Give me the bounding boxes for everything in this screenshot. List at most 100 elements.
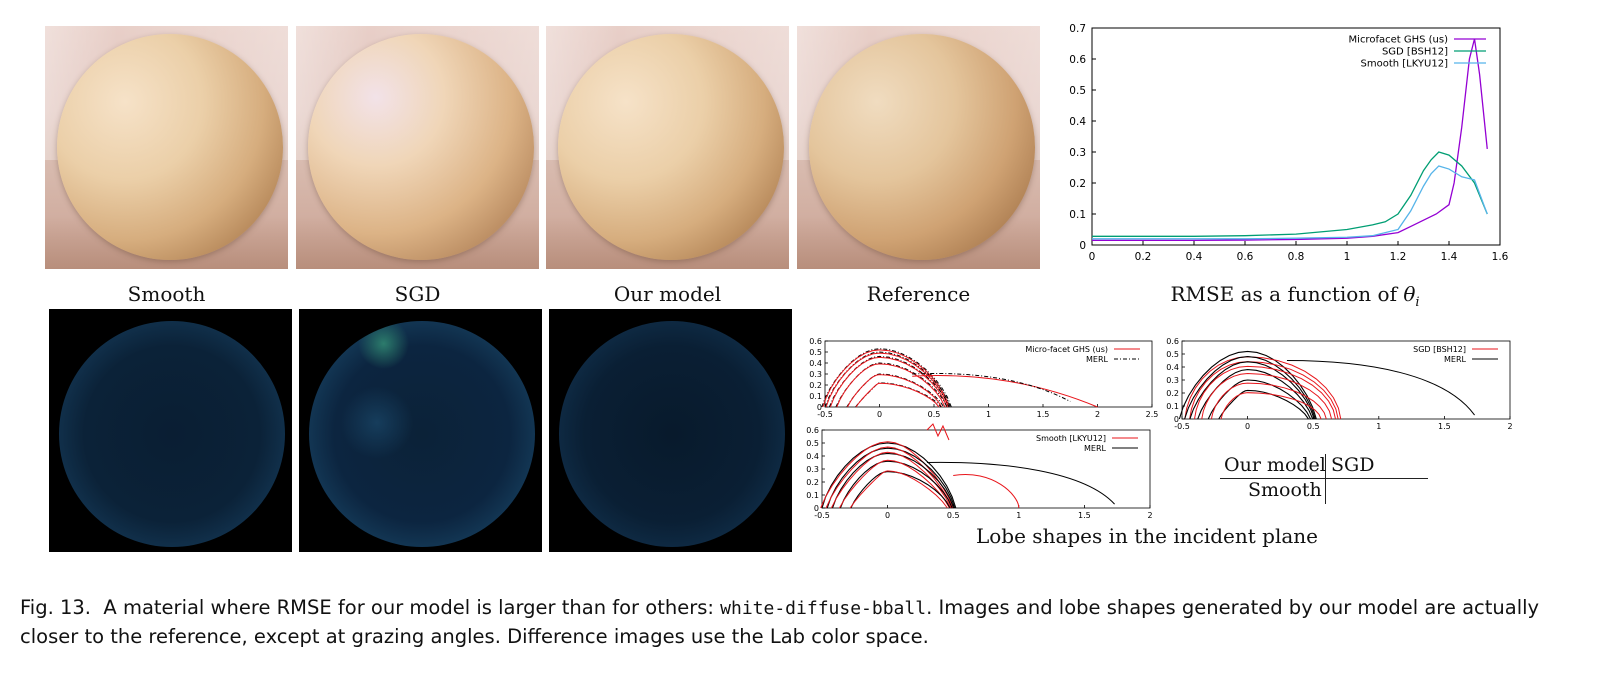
x-tick-label: 0 — [885, 511, 890, 520]
x-tick-label: 1.2 — [1390, 251, 1407, 263]
fit-lobe — [822, 349, 950, 408]
y-tick-label: 0.4 — [1166, 363, 1179, 372]
x-tick-label: 0 — [1245, 422, 1250, 431]
y-tick-label: 0.1 — [806, 491, 819, 500]
legend-label-0: Micro-facet GHS (us) — [1025, 345, 1108, 354]
x-tick-label: 2.5 — [1146, 410, 1159, 419]
y-tick-label: 0.4 — [1069, 116, 1086, 128]
y-tick-label: 0.5 — [809, 348, 822, 357]
label-smooth: Smooth — [127, 282, 206, 306]
fit-lobe — [1210, 382, 1327, 420]
fit-lobe — [1193, 365, 1336, 420]
y-tick-label: 0.6 — [806, 426, 819, 435]
fit-lobe — [855, 382, 940, 408]
label-reference: Reference — [866, 282, 971, 306]
merl-lobe — [831, 452, 955, 509]
x-tick-label: 1 — [1016, 511, 1021, 520]
x-tick-label: -0.5 — [814, 511, 830, 520]
fit-grazing-lobe — [912, 374, 1098, 408]
y-tick-label: 0.4 — [809, 359, 822, 368]
y-tick-label: 0.6 — [809, 337, 822, 346]
y-tick-label: 0 — [814, 504, 819, 513]
x-tick-label: 1 — [1376, 422, 1381, 431]
x-tick-label: 1.5 — [1078, 511, 1091, 520]
merl-grazing-lobe — [912, 373, 1071, 402]
y-tick-label: 0.3 — [1166, 376, 1179, 385]
legend-label-1: MERL — [1084, 444, 1107, 453]
y-tick-label: 0.2 — [806, 478, 819, 487]
x-tick-label: 1.5 — [1438, 422, 1451, 431]
key-our-model: Our model — [1224, 454, 1326, 476]
x-tick-label: 0.5 — [947, 511, 960, 520]
y-tick-label: 0.2 — [1069, 178, 1086, 190]
x-tick-label: 1 — [986, 410, 991, 419]
render-our-model — [546, 26, 789, 269]
merl-lobe — [839, 460, 953, 509]
y-tick-label: 0.3 — [806, 465, 819, 474]
key-smooth: Smooth — [1248, 479, 1322, 501]
fit-lobe — [849, 470, 948, 509]
y-tick-label: 0.2 — [1166, 389, 1179, 398]
figure-caption: Fig. 13. A material where RMSE for our m… — [20, 594, 1590, 651]
y-tick-label: 0 — [817, 403, 822, 412]
merl-lobe — [1218, 389, 1309, 420]
layout-key: Our model SGD Smooth — [1220, 452, 1430, 504]
rmse-chart: 0 0.2 0.4 0.6 0.8 1 1.2 1.4 1.6 0 0.1 0.2 0.3 0.4 0.5 0… — [1069, 23, 1508, 263]
sphere-image — [57, 34, 283, 260]
series-line-2 — [1092, 165, 1488, 240]
fit-grazing-lobe — [953, 473, 1020, 509]
legend-label-0: Smooth [LKYU12] — [1036, 434, 1106, 443]
merl-lobe — [855, 382, 942, 408]
sphere-image — [558, 34, 784, 260]
y-tick-label: 0.6 — [1166, 337, 1179, 346]
fit-spike — [926, 423, 950, 441]
x-tick-label: 2 — [1095, 410, 1100, 419]
diff-image-our-model — [549, 309, 792, 552]
key-divider-horizontal — [1220, 478, 1428, 479]
x-tick-label: 0.2 — [1135, 251, 1152, 263]
merl-lobe — [1197, 369, 1314, 420]
x-tick-label: 0.4 — [1186, 251, 1203, 263]
legend-label-1: MERL — [1444, 355, 1467, 364]
diff-image-smooth — [49, 309, 292, 552]
legend-label-0: SGD [BSH12] — [1413, 345, 1466, 354]
legend-label-1: MERL — [1086, 355, 1109, 364]
legend-label-2: Smooth [LKYU12] — [1361, 59, 1449, 70]
label-rmse: RMSE as a function of θi — [1170, 282, 1420, 310]
y-tick-label: 0.3 — [809, 370, 822, 379]
y-tick-label: 0.7 — [1069, 23, 1086, 35]
x-tick-label: 1.4 — [1441, 251, 1458, 263]
merl-lobe — [821, 442, 957, 509]
legend-label-1: SGD [BSH12] — [1382, 47, 1448, 58]
x-tick-label: 1 — [1344, 251, 1351, 263]
sphere-image — [809, 34, 1035, 260]
fit-lobe — [825, 352, 949, 408]
merl-lobe — [835, 362, 948, 408]
merl-lobe — [826, 447, 956, 509]
x-tick-label: 0 — [1089, 251, 1096, 263]
fit-lobe — [847, 374, 943, 408]
legend-label-0: Microfacet GHS (us) — [1349, 35, 1449, 46]
fit-lobe — [836, 363, 946, 408]
merl-lobe — [846, 373, 945, 408]
fit-lobe — [1220, 392, 1322, 420]
caption-material-code: white-diffuse-bball — [720, 598, 927, 619]
x-tick-label: 2 — [1147, 511, 1152, 520]
series-line-1 — [1092, 151, 1488, 237]
fit-lobe — [838, 459, 950, 509]
x-tick-label: 0 — [877, 410, 882, 419]
fit-lobe — [825, 446, 953, 509]
y-tick-label: 0.1 — [809, 392, 822, 401]
y-tick-label: 0.4 — [806, 452, 819, 461]
merl-grazing-lobe — [1286, 360, 1475, 416]
x-tick-label: 1.5 — [1037, 410, 1050, 419]
x-tick-label: 0.5 — [1307, 422, 1320, 431]
y-tick-label: 0 — [1174, 415, 1179, 424]
lobe-chart-ghs: -0.5 0 0.5 1 1.5 2 2.500.10.20.30.40.50.6Micro… — [809, 337, 1159, 419]
x-tick-label: 0.6 — [1237, 251, 1254, 263]
caption-text-2: . Images and lobe shapes generated by ou… — [20, 596, 1540, 648]
merl-grazing-lobe — [926, 461, 1115, 505]
fit-lobe — [1201, 373, 1333, 420]
